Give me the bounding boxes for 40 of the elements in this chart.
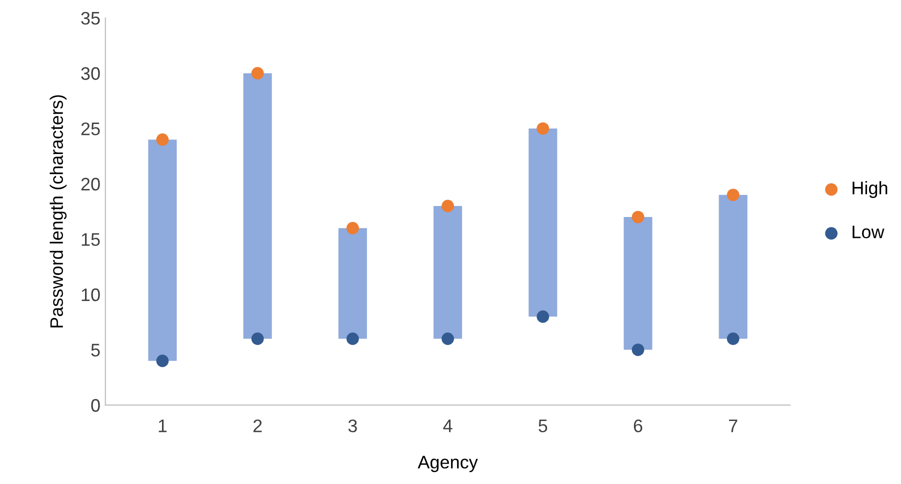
point — [442, 332, 454, 345]
x-axis-title: Agency — [418, 456, 478, 472]
x-tick-label: 7 — [729, 420, 738, 432]
point — [726, 188, 740, 202]
x-tick-label: 2 — [253, 419, 262, 432]
bar — [528, 128, 558, 317]
point — [346, 332, 359, 345]
x-tick-label: 6 — [634, 419, 642, 432]
point — [251, 67, 264, 80]
legend-label: High — [852, 181, 888, 198]
point — [536, 122, 550, 135]
bar — [148, 140, 177, 361]
bar — [624, 217, 652, 350]
bar — [434, 206, 462, 339]
y-tick-label: 30 — [81, 67, 100, 80]
y-axis-title: Password length (characters) — [50, 95, 67, 328]
x-tick-label: 1 — [158, 420, 167, 432]
point — [442, 200, 454, 212]
point — [156, 354, 169, 368]
legend-label: Low — [852, 226, 884, 238]
y-tick-label: 25 — [81, 122, 100, 136]
x-tick-label: 3 — [348, 419, 357, 432]
point — [156, 133, 169, 146]
point — [251, 332, 264, 345]
x-tick-label: 5 — [538, 420, 548, 432]
bar — [243, 73, 272, 339]
point — [632, 344, 644, 356]
bar — [718, 194, 748, 339]
y-tick-label: 0 — [91, 399, 100, 412]
y-tick-label: 35 — [81, 12, 100, 25]
y-tick-label: 15 — [82, 233, 100, 246]
point — [346, 222, 359, 234]
point — [726, 332, 740, 345]
bar — [338, 228, 367, 339]
x-tick-label: 4 — [443, 420, 452, 432]
y-tick-label: 10 — [82, 288, 100, 302]
y-tick-label: 5 — [91, 344, 100, 357]
point — [632, 210, 644, 224]
point — [536, 310, 550, 323]
y-tick-label: 20 — [81, 178, 100, 191]
